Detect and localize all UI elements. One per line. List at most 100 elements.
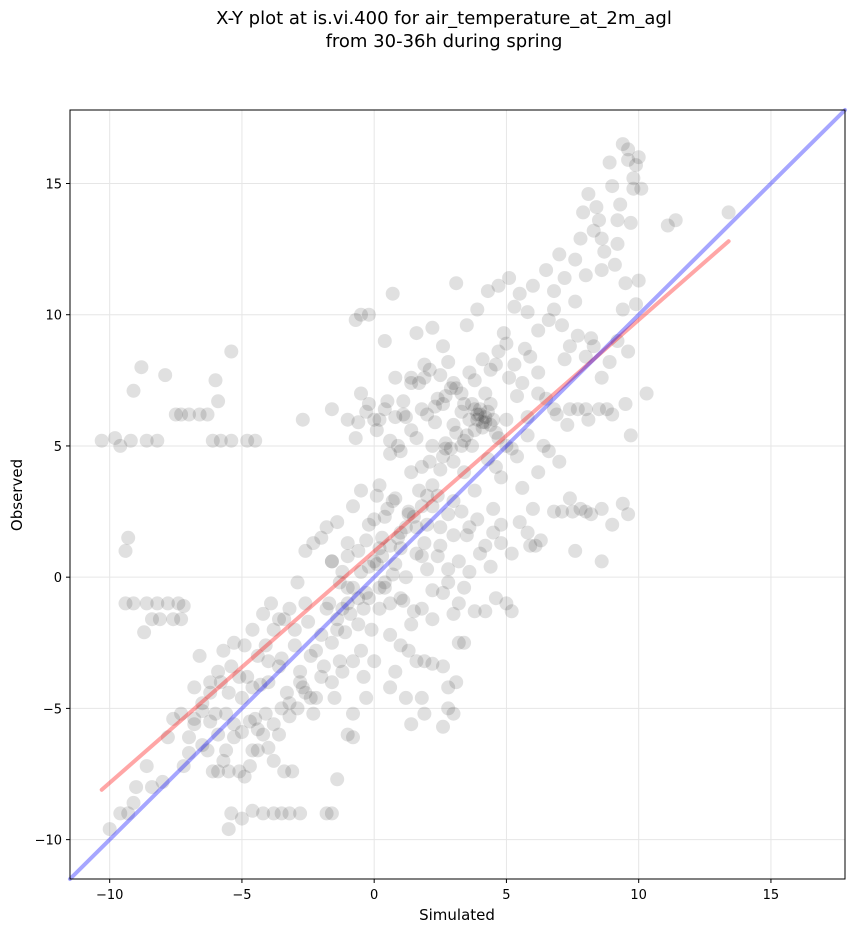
data-point xyxy=(520,305,535,320)
data-point xyxy=(594,370,609,385)
data-point xyxy=(385,286,400,301)
data-point xyxy=(480,452,495,467)
data-point xyxy=(422,454,437,469)
data-point xyxy=(504,546,519,561)
data-point xyxy=(417,706,432,721)
data-point xyxy=(330,515,345,530)
data-point xyxy=(174,706,189,721)
data-point xyxy=(94,433,109,448)
data-point xyxy=(256,606,271,621)
data-point xyxy=(478,386,493,401)
data-point xyxy=(436,719,450,734)
data-point xyxy=(480,404,495,419)
y-tick-label: 10 xyxy=(45,309,62,324)
data-point xyxy=(354,483,368,498)
data-point xyxy=(578,349,593,364)
data-point xyxy=(425,612,440,627)
data-point xyxy=(224,659,239,674)
data-point xyxy=(428,415,442,430)
data-point xyxy=(631,273,646,288)
data-point xyxy=(282,696,297,711)
data-point xyxy=(623,215,638,230)
data-point xyxy=(166,612,181,627)
data-point xyxy=(602,155,617,170)
data-point xyxy=(560,417,575,432)
data-point xyxy=(346,580,360,595)
data-point xyxy=(372,478,387,493)
data-point xyxy=(449,675,464,690)
data-point xyxy=(496,326,511,341)
data-point xyxy=(478,410,493,425)
data-point xyxy=(324,675,339,690)
data-point xyxy=(113,806,128,821)
data-point xyxy=(348,313,363,327)
data-point xyxy=(475,352,490,367)
data-point xyxy=(581,187,596,201)
data-point xyxy=(404,376,419,390)
data-point xyxy=(441,575,456,590)
data-point xyxy=(488,357,503,372)
data-point xyxy=(359,404,374,419)
data-point xyxy=(383,433,398,448)
data-point xyxy=(266,717,281,732)
data-point xyxy=(626,181,641,196)
data-point xyxy=(377,334,392,348)
data-point xyxy=(473,546,487,561)
data-point xyxy=(377,402,392,417)
data-point xyxy=(586,223,601,238)
data-point xyxy=(473,407,487,422)
data-point xyxy=(139,759,154,774)
data-point xyxy=(668,213,683,228)
data-point xyxy=(150,596,165,611)
data-point xyxy=(383,446,398,461)
data-point xyxy=(221,685,236,700)
data-point xyxy=(324,635,339,650)
data-point xyxy=(499,596,514,611)
data-point xyxy=(330,612,345,627)
data-point xyxy=(578,268,593,283)
data-point xyxy=(203,714,218,729)
data-point xyxy=(195,704,210,718)
data-point xyxy=(433,368,448,383)
data-point xyxy=(322,596,337,611)
data-point xyxy=(285,764,300,779)
data-point xyxy=(203,675,218,690)
data-point xyxy=(383,627,398,642)
data-point xyxy=(491,344,506,359)
data-point xyxy=(354,643,368,658)
data-point xyxy=(626,171,641,186)
data-point xyxy=(250,648,265,663)
data-point xyxy=(562,491,577,506)
data-point xyxy=(155,774,170,789)
data-point xyxy=(446,606,461,621)
data-point xyxy=(420,407,435,422)
data-point xyxy=(404,617,419,632)
data-point xyxy=(602,355,617,369)
data-point xyxy=(409,520,424,535)
data-point xyxy=(578,504,593,519)
data-point xyxy=(502,271,517,285)
data-point xyxy=(446,528,461,543)
data-point xyxy=(256,806,271,821)
data-point xyxy=(356,601,371,616)
data-point xyxy=(351,617,366,632)
data-point xyxy=(364,622,379,637)
data-point xyxy=(465,438,479,453)
data-point xyxy=(240,433,255,448)
data-point xyxy=(557,271,572,285)
data-point xyxy=(396,407,411,422)
data-point xyxy=(234,811,249,826)
data-point xyxy=(409,326,424,341)
data-point xyxy=(491,278,506,293)
data-point xyxy=(346,706,360,721)
data-point xyxy=(213,433,228,448)
data-point xyxy=(372,580,387,595)
x-tick-label: 5 xyxy=(502,888,510,903)
data-point xyxy=(398,570,413,585)
data-point xyxy=(592,402,606,417)
data-point xyxy=(531,365,546,380)
data-point xyxy=(409,431,424,446)
data-point xyxy=(533,533,548,548)
data-point xyxy=(430,549,445,564)
data-point xyxy=(409,546,424,561)
